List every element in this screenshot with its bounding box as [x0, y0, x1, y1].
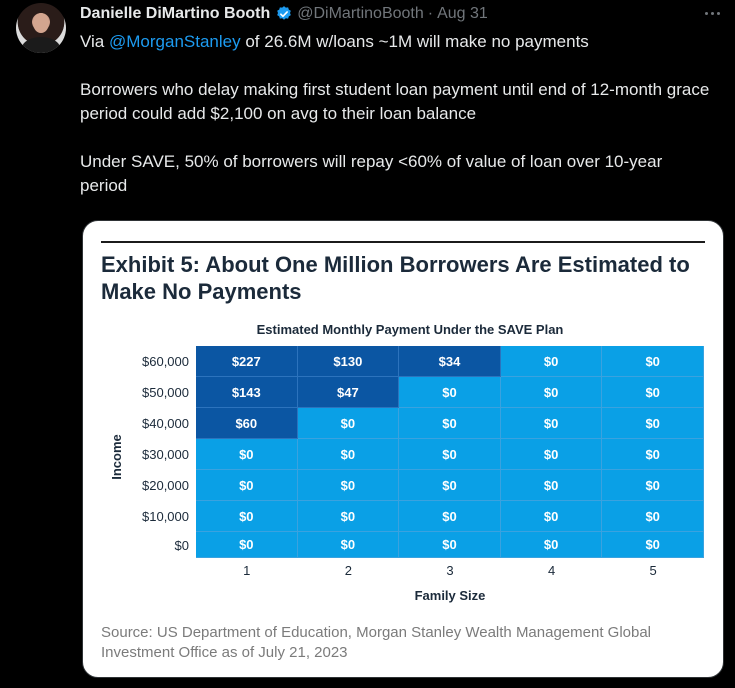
heatmap-cell: $227 [196, 346, 298, 377]
separator-dot: · [427, 5, 434, 22]
avatar[interactable] [16, 3, 66, 53]
heatmap-cell: $0 [500, 470, 603, 501]
heatmap-cell: $0 [399, 532, 501, 558]
y-tick-label: $50,000 [142, 385, 189, 400]
heatmap-cell: $0 [602, 470, 704, 501]
x-axis-title: Family Size [414, 588, 486, 603]
heatmap-cell: $0 [297, 408, 400, 439]
heatmap-cell: $0 [500, 346, 603, 377]
heatmap-cell: $130 [297, 346, 400, 377]
heatmap-cell: $0 [297, 439, 400, 470]
heatmap-cell: $0 [399, 408, 501, 439]
source-note: Source: US Department of Education, Morg… [101, 624, 652, 661]
heatmap-cell: $0 [602, 439, 704, 470]
y-tick-label: $20,000 [142, 478, 189, 493]
tweet-header: Danielle DiMartino Booth @DiMartinoBooth… [80, 4, 488, 24]
exhibit-divider [101, 241, 705, 243]
tweet-line-2: Borrowers who delay making first student… [80, 80, 710, 123]
heatmap-cell: $0 [399, 501, 501, 532]
tweet-line-3: Under SAVE, 50% of borrowers will repay … [80, 152, 663, 195]
heatmap-cell: $0 [500, 408, 603, 439]
heatmap-cell: $143 [196, 377, 298, 408]
x-axis-labels: 1 2 3 4 5 [196, 563, 704, 578]
heatmap-cell: $0 [297, 501, 400, 532]
mention-link[interactable]: @MorganStanley [109, 32, 241, 51]
x-tick-label: 1 [243, 563, 251, 578]
heatmap-cell: $0 [500, 439, 603, 470]
tweet-line-1: Via @MorganStanley of 26.6M w/loans ~1M … [80, 30, 710, 54]
heatmap-grid: $227 $130 $34 $0 $0 $143 $47 $0 $0 $0 $60 $0 $0 $0 $0 $… [196, 346, 704, 558]
heatmap-cell: $34 [399, 346, 501, 377]
heatmap-cell: $0 [500, 501, 603, 532]
heatmap-row: $0 $0 $0 $0 $0 [196, 470, 704, 501]
heatmap-row: $60 $0 $0 $0 $0 [196, 408, 704, 439]
heatmap-cell: $0 [500, 377, 603, 408]
heatmap-cell: $0 [196, 501, 298, 532]
tweet-line-1-suffix: of 26.6M w/loans ~1M will make no paymen… [240, 32, 589, 51]
x-tick-label: 4 [547, 563, 556, 578]
avatar-face [33, 13, 49, 33]
heatmap-cell: $0 [297, 470, 400, 501]
x-tick-label: 2 [344, 563, 352, 578]
y-tick-label: $60,000 [142, 354, 189, 369]
y-tick-label: $0 [174, 537, 189, 553]
heatmap-row: $0 $0 $0 $0 $0 [196, 501, 704, 532]
avatar-body [22, 37, 60, 53]
heatmap-cell: $0 [196, 470, 298, 501]
y-tick-label: $10,000 [142, 509, 189, 524]
heatmap-cell: $0 [500, 532, 603, 558]
tweet-date[interactable]: Aug 31 [437, 5, 488, 22]
heatmap-row: $227 $130 $34 $0 $0 [196, 346, 704, 377]
x-tick-label: 3 [446, 563, 454, 578]
heatmap-cell: $0 [602, 532, 704, 558]
tweet-media-image[interactable]: Exhibit 5: About One Million Borrowers A… [82, 220, 724, 678]
author-handle[interactable]: @DiMartinoBooth [297, 5, 424, 22]
heatmap-cell: $0 [196, 439, 298, 470]
heatmap-cell: $0 [399, 470, 501, 501]
heatmap-cell: $0 [399, 377, 501, 408]
heatmap-cell: $47 [297, 377, 400, 408]
x-tick-label: 5 [649, 563, 657, 578]
heatmap-row: $143 $47 $0 $0 $0 [196, 377, 704, 408]
exhibit-title: Exhibit 5: About One Million Borrowers A… [101, 252, 690, 304]
y-tick-label: $30,000 [142, 447, 189, 462]
heatmap-cell: $0 [602, 408, 704, 439]
heatmap-row: $0 $0 $0 $0 $0 [196, 532, 704, 558]
verified-badge-icon [275, 5, 293, 23]
tweet-text: Via @MorganStanley of 26.6M w/loans ~1M … [80, 30, 710, 198]
chart-title: Estimated Monthly Payment Under the SAVE… [256, 322, 564, 337]
tweet-line-1-prefix: Via [80, 32, 109, 51]
more-options-icon[interactable] [700, 3, 724, 23]
heatmap-cell: $60 [196, 408, 298, 439]
heatmap-cell: $0 [196, 532, 298, 558]
heatmap-cell: $0 [602, 377, 704, 408]
y-axis-labels: $60,000 $50,000 $40,000 $30,000 $20,000 $10,0… [113, 346, 189, 558]
heatmap-cell: $0 [399, 439, 501, 470]
heatmap-cell: $0 [602, 346, 704, 377]
heatmap-cell: $0 [297, 532, 400, 558]
heatmap-cell: $0 [602, 501, 704, 532]
heatmap-row: $0 $0 $0 $0 $0 [196, 439, 704, 470]
author-name[interactable]: Danielle DiMartino Booth [80, 5, 271, 22]
y-tick-label: $40,000 [142, 416, 189, 431]
